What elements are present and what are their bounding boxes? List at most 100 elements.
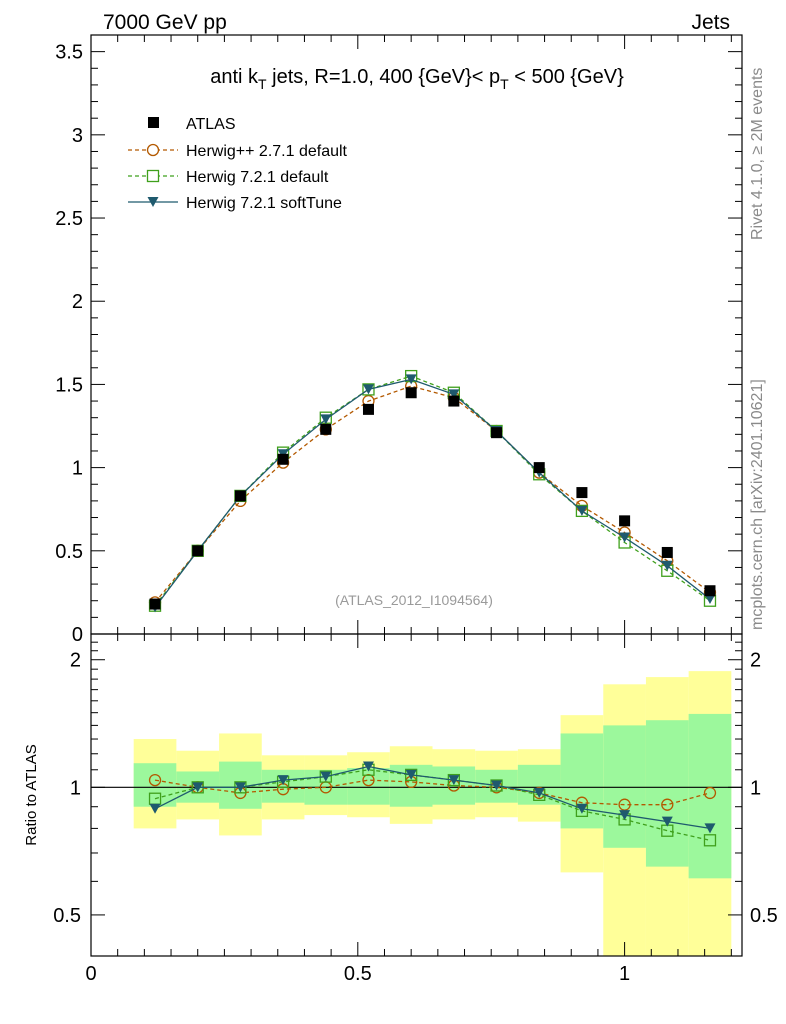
legend-label-softtune: Herwig 7.2.1 softTune [186,195,342,212]
point-herwig-7-2-1-softtune-4 [320,414,332,425]
ratio-point-herwig-7-2-1-softtune-9 [533,787,545,798]
main-ytick-label-7: 3.5 [55,42,83,64]
main-axis-ticks: 0 0.5 1 1.5 2 2.5 3 3.5 [55,35,742,646]
band-inner-bin-12 [645,720,689,867]
point-atlas-5 [362,403,374,415]
main-series-layer [148,369,717,613]
point-herwig-7-2-1-softtune-10 [576,505,588,516]
series-line-herwig-7-2-1-softtune [154,378,711,608]
ratio-axis-ticks: 0.5 0.5 1 1 2 2 0 0.5 1 [53,634,778,985]
ratio-ytick-label-right-1: 1 [750,777,761,799]
ratio-uncertainty-bands [91,671,742,956]
header-collision: 7000 GeV pp [103,11,227,34]
point-atlas-8 [491,427,503,439]
legend-marker-herwig72 [146,169,160,183]
ratio-series-layer [148,761,717,847]
ratio-point-herwig-7-2-1-softtune-12 [661,816,673,827]
point-atlas-12 [661,546,673,558]
point-atlas-7 [448,395,460,407]
band-inner-bin-11 [603,725,646,848]
plot-title: anti kT jets, R=1.0, 400 {GeV}< pT < 500… [210,66,624,92]
ratio-point-herwig-7-2-1-softtune-2 [234,782,246,793]
main-ytick-label-2: 1 [72,458,83,480]
ratio-point-herwig-7-2-1-softtune-13 [704,823,716,834]
ratio-point-herwig-2-7-1-default-5 [362,773,375,787]
x-tick-label-1: 0.5 [344,963,372,985]
point-atlas-9 [533,462,545,474]
main-ytick-label-4: 2 [72,291,83,313]
ratio-point-herwig-7-2-1-default-13 [703,834,717,847]
ratio-panel: 0.5 0.5 1 1 2 2 0 0.5 1 Ratio to ATLAS [23,633,778,985]
main-panel: 00.511.522.533.5 anti kT jets, R=1.0, 40… [55,34,743,646]
series-line-herwig-2-7-1-default [154,385,711,603]
title-part-3: < 500 {GeV} [509,66,624,88]
ratio-ytick-label-left-1: 1 [70,777,81,799]
ratio-ytick-label-right-0: 0.5 [750,905,778,927]
legend-marker-softtune [147,197,159,207]
point-atlas-0 [149,598,161,610]
ratio-point-herwig-7-2-1-default-6 [405,768,418,782]
ratio-point-herwig-2-7-1-default-0 [148,773,162,787]
ratio-point-herwig-2-7-1-default-13 [703,786,717,800]
ratio-point-herwig-7-2-1-softtune-7 [448,775,460,786]
main-ytick-label-3: 1.5 [55,374,83,396]
legend-marker-atlas [148,117,159,128]
point-herwig-7-2-1-softtune-11 [619,532,631,543]
point-atlas-3 [277,453,289,465]
ratio-point-herwig-7-2-1-softtune-6 [405,769,417,780]
ratio-point-herwig-7-2-1-default-8 [490,779,503,792]
ratio-line-herwig-7-2-1-softtune [154,765,711,830]
legend-label-herwigpp: Herwig++ 2.7.1 default [186,143,348,160]
x-tick-label-0: 0 [85,963,96,985]
legend-marker-herwigpp [146,143,160,157]
ratio-point-herwig-7-2-1-softtune-3 [277,775,289,786]
main-ytick-label-6: 3 [72,125,83,147]
ratio-point-herwig-7-2-1-softtune-11 [619,810,631,821]
ratio-frame [90,633,743,957]
ratio-point-herwig-7-2-1-softtune-10 [576,803,588,814]
title-part-2: jets, R=1.0, 400 {GeV}< p [267,66,501,88]
side-label-mcplots: mcplots.cern.ch [arXiv:2401.10621] [749,379,766,630]
side-label-rivet: Rivet 4.1.0, ≥ 2M events [749,68,766,240]
ratio-point-herwig-7-2-1-default-7 [447,773,461,787]
ratio-y-axis-label: Ratio to ATLAS [23,744,40,845]
point-atlas-2 [234,490,246,502]
ratio-point-herwig-7-2-1-softtune-1 [192,782,204,793]
analysis-watermark: (ATLAS_2012_I1094564) [335,592,493,608]
title-sub-2: T [500,76,509,92]
legend-label-herwig72: Herwig 7.2.1 default [186,169,329,186]
point-atlas-11 [619,515,631,527]
ratio-point-herwig-7-2-1-softtune-8 [491,780,503,791]
band-inner-bin-5 [347,768,390,805]
header-observable: Jets [691,11,730,34]
point-herwig-7-2-1-softtune-5 [362,384,374,395]
point-atlas-13 [704,585,716,597]
ratio-point-herwig-7-2-1-softtune-0 [149,803,161,814]
title-part-1: anti k [210,66,259,88]
title-sub-1: T [258,76,267,92]
band-inner-bin-13 [688,713,732,879]
point-herwig-7-2-1-softtune-7 [448,389,460,400]
ratio-point-herwig-7-2-1-softtune-5 [362,761,374,772]
point-atlas-10 [576,487,588,499]
legend-label-atlas: ATLAS [186,116,236,133]
ratio-ytick-label-left-0: 0.5 [53,905,81,927]
ratio-point-herwig-7-2-1-softtune-4 [320,771,332,782]
x-tick-label-2: 1 [619,963,630,985]
main-ytick-label-1: 0.5 [55,541,83,563]
main-ytick-label-0: 0 [72,624,83,646]
point-herwig-7-2-1-softtune-6 [405,374,417,385]
point-herwig-7-2-1-softtune-13 [704,594,716,605]
ratio-ytick-label-left-2: 2 [70,650,81,672]
legend: ATLAS Herwig++ 2.7.1 default Herwig 7.2.… [128,116,348,212]
point-atlas-6 [405,387,417,399]
ratio-ytick-label-right-2: 2 [750,650,761,672]
point-atlas-4 [320,423,332,435]
point-herwig-7-2-1-default-10 [575,504,589,518]
ratio-line-herwig-2-7-1-default [154,779,711,806]
band-inner-bin-3 [261,769,305,803]
point-herwig-7-2-1-softtune-12 [661,560,673,571]
ratio-point-herwig-2-7-1-default-12 [661,798,674,811]
main-ytick-label-5: 2.5 [55,208,83,230]
